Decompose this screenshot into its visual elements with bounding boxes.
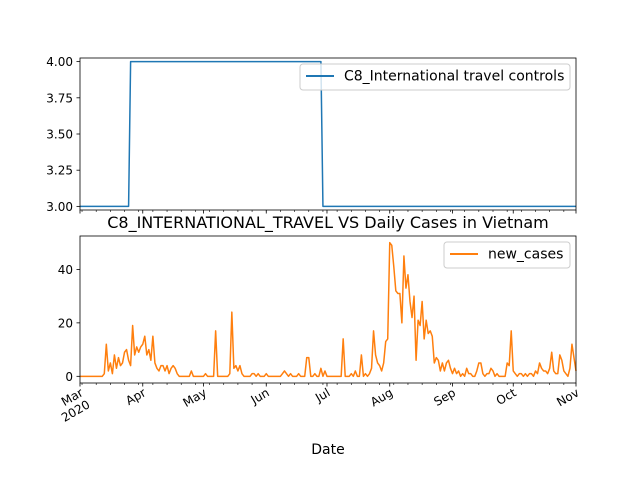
y-tick-label: 40 [58, 263, 73, 277]
top-legend-frame [299, 63, 571, 91]
y-tick-label: 3.75 [46, 91, 73, 105]
top-subplot: 3.00 3.25 3.50 3.75 4.00 C8_International tr… [46, 55, 577, 214]
bottom-legend-label: new_cases [488, 247, 563, 263]
series-line-c8-international-travel-controls [80, 60, 576, 208]
top-legend-label: C8_International travel controls [344, 69, 564, 85]
bottom-legend: new_cases [443, 241, 571, 269]
series-line-new-cases [80, 241, 577, 378]
y-tick-label: 20 [58, 316, 73, 330]
bottom-x-axis-label: Date [311, 442, 344, 458]
bottom-axes-frame [79, 235, 577, 384]
y-tick-label: 3.00 [46, 200, 73, 214]
bottom-chart-title: C8_INTERNATIONAL_TRAVEL VS Daily Cases i… [107, 213, 549, 233]
y-tick-label: 3.25 [46, 164, 73, 178]
y-tick-label: 0 [65, 370, 73, 384]
y-tick-label: 4.00 [46, 55, 73, 69]
bottom-legend-frame [443, 241, 571, 269]
x-tick-label: Jul [312, 385, 332, 405]
top-legend: C8_International travel controls [299, 63, 571, 91]
y-tick-label: 3.50 [46, 128, 73, 142]
